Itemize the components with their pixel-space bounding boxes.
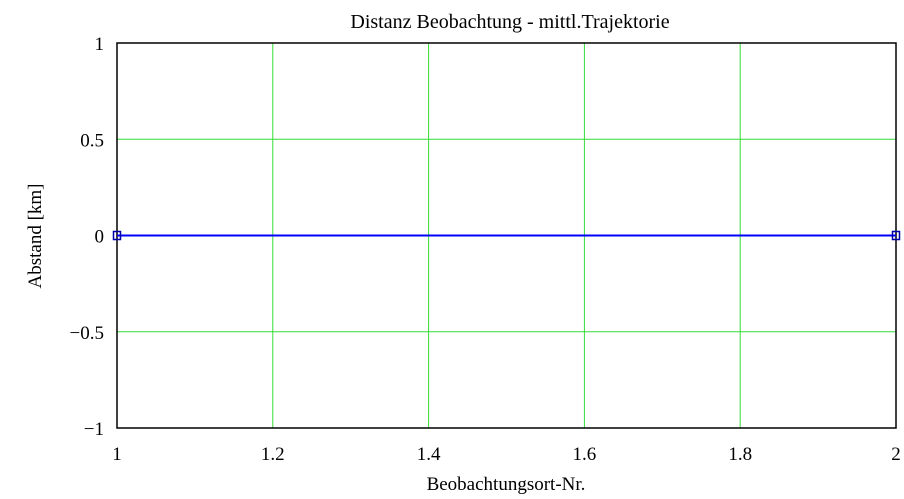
y-tick-label-1: 0.5 [80, 130, 104, 151]
data-point-marker-0-1 [891, 230, 901, 241]
chart-title: Distanz Beobachtung - mittl.Trajektorie [350, 11, 669, 33]
x-tick-label-4: 1.8 [728, 444, 752, 465]
data-point-marker-0-0 [112, 230, 122, 241]
y-tick-label-3: −0.5 [70, 323, 104, 344]
x-tick-label-1: 1.2 [261, 444, 285, 465]
y-tick-label-4: −1 [84, 419, 104, 440]
x-tick-label-5: 2 [891, 444, 901, 465]
x-axis-label: Beobachtungsort-Nr. [427, 474, 586, 495]
y-tick-label-2: 0 [95, 227, 105, 248]
y-tick-label-0: 1 [95, 34, 105, 55]
x-tick-label-0: 1 [112, 444, 122, 465]
x-tick-label-2: 1.4 [417, 444, 441, 465]
series-layer [112, 230, 901, 241]
y-axis-label: Abstand [km] [25, 183, 46, 288]
tick-labels: 1 1.2 1.4 1.6 1.8 2 1 0.5 0 −0.5 −1 [70, 34, 901, 465]
x-tick-label-3: 1.6 [573, 444, 597, 465]
